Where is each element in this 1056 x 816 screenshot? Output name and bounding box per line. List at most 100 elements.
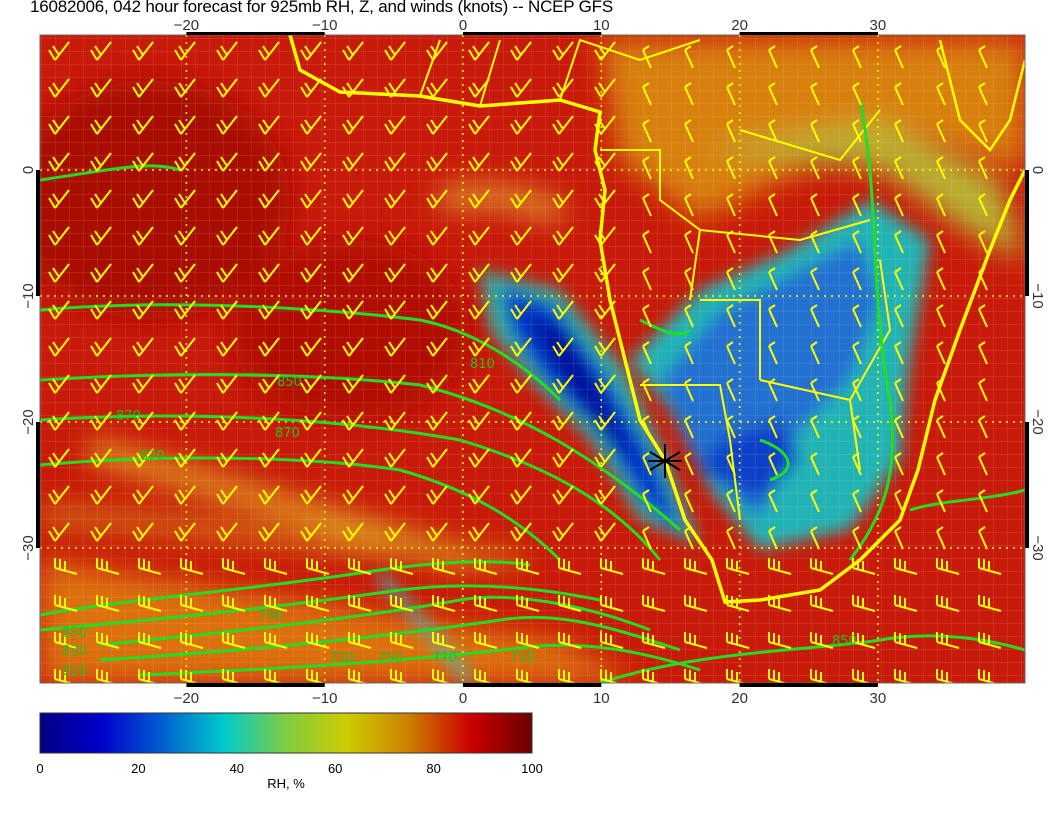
wind-barb: [810, 489, 820, 513]
colorbar-tick: 100: [521, 761, 543, 776]
wind-barb: [810, 341, 820, 365]
wind-barb: [726, 304, 736, 328]
wind-barb: [216, 263, 238, 283]
wind-barb: [552, 115, 574, 135]
lat-tick-label: −20: [20, 409, 37, 434]
wind-barb: [90, 448, 112, 468]
lon-tick-label: 0: [459, 690, 467, 707]
wind-barb: [258, 152, 280, 172]
wind-barb: [894, 304, 904, 328]
wind-barb: [90, 411, 112, 431]
wind-barb: [936, 267, 946, 291]
contour-label: 870: [275, 426, 300, 441]
wind-barb: [216, 485, 238, 505]
wind-barb: [258, 337, 280, 357]
wind-barb: [426, 152, 448, 172]
wind-barb: [726, 669, 746, 683]
wind-barb: [978, 595, 1002, 612]
wind-barb: [48, 41, 70, 61]
wind-barb: [132, 522, 154, 542]
wind-barb: [936, 304, 946, 328]
wind-barb: [342, 78, 364, 98]
wind-barb: [132, 485, 154, 505]
wind-barb: [348, 632, 372, 649]
wind-barb: [426, 263, 448, 283]
wind-barb: [432, 632, 456, 649]
wind-barb: [216, 226, 238, 246]
wind-barb: [174, 300, 196, 320]
wind-barb: [768, 304, 778, 328]
wind-barb: [852, 526, 862, 550]
wind-barb: [684, 156, 694, 180]
wind-barb: [510, 411, 532, 431]
wind-barb: [468, 152, 490, 172]
wind-barb: [978, 45, 988, 69]
wind-barb: [684, 341, 694, 365]
wind-barb: [810, 119, 820, 143]
wind-barb: [474, 669, 494, 683]
wind-barb: [342, 226, 364, 246]
wind-barb: [216, 152, 238, 172]
wind-barb: [258, 189, 280, 209]
wind-barb: [174, 337, 196, 357]
wind-barb: [600, 632, 624, 649]
wind-barb: [894, 193, 904, 217]
wind-barb: [300, 448, 322, 468]
contour-label: 770: [432, 651, 457, 666]
wind-barb: [594, 41, 616, 61]
wind-barb: [978, 304, 988, 328]
wind-barb: [642, 304, 652, 328]
wind-barb: [258, 41, 280, 61]
wind-barb: [768, 119, 778, 143]
axis-band: [463, 683, 602, 687]
wind-barb: [222, 595, 246, 612]
axis-band: [186, 683, 325, 687]
wind-barb: [222, 669, 242, 683]
wind-barb: [894, 669, 914, 683]
wind-barb: [552, 189, 574, 209]
wind-barb: [978, 82, 988, 106]
wind-barb: [132, 337, 154, 357]
wind-barb: [978, 193, 988, 217]
wind-barb: [684, 452, 694, 476]
wind-barb: [552, 41, 574, 61]
wind-barb: [90, 485, 112, 505]
wind-barb: [432, 669, 452, 683]
wind-barb: [48, 374, 70, 394]
wind-barb: [90, 41, 112, 61]
wind-barb: [936, 341, 946, 365]
wind-barb: [132, 374, 154, 394]
wind-barb: [426, 41, 448, 61]
wind-barb: [936, 156, 946, 180]
wind-barb: [600, 595, 624, 612]
wind-barb: [132, 300, 154, 320]
wind-barb: [216, 115, 238, 135]
wind-barb: [510, 152, 532, 172]
wind-barb: [510, 78, 532, 98]
wind-barb: [174, 374, 196, 394]
contour-label: 810: [470, 357, 495, 372]
wind-barb: [594, 374, 616, 394]
wind-barb: [852, 452, 862, 476]
wind-barb: [852, 632, 876, 649]
wind-barb: [768, 452, 778, 476]
wind-barb: [384, 411, 406, 431]
wind-barb: [594, 337, 616, 357]
lon-tick-label: −10: [312, 690, 337, 707]
wind-barb: [96, 632, 120, 649]
wind-barb: [348, 595, 372, 612]
wind-barb: [474, 558, 498, 575]
contour-label: 810: [62, 664, 87, 679]
wind-barb: [300, 300, 322, 320]
wind-barb: [138, 558, 162, 575]
wind-barb: [894, 82, 904, 106]
wind-barb: [138, 669, 158, 683]
contour-label: 850: [832, 634, 857, 649]
wind-barb: [174, 226, 196, 246]
wind-barb: [684, 378, 694, 402]
wind-barb: [684, 526, 694, 550]
wind-barb: [936, 669, 956, 683]
wind-barb: [852, 82, 862, 106]
wind-barb: [474, 632, 498, 649]
wind-barb: [96, 669, 116, 683]
